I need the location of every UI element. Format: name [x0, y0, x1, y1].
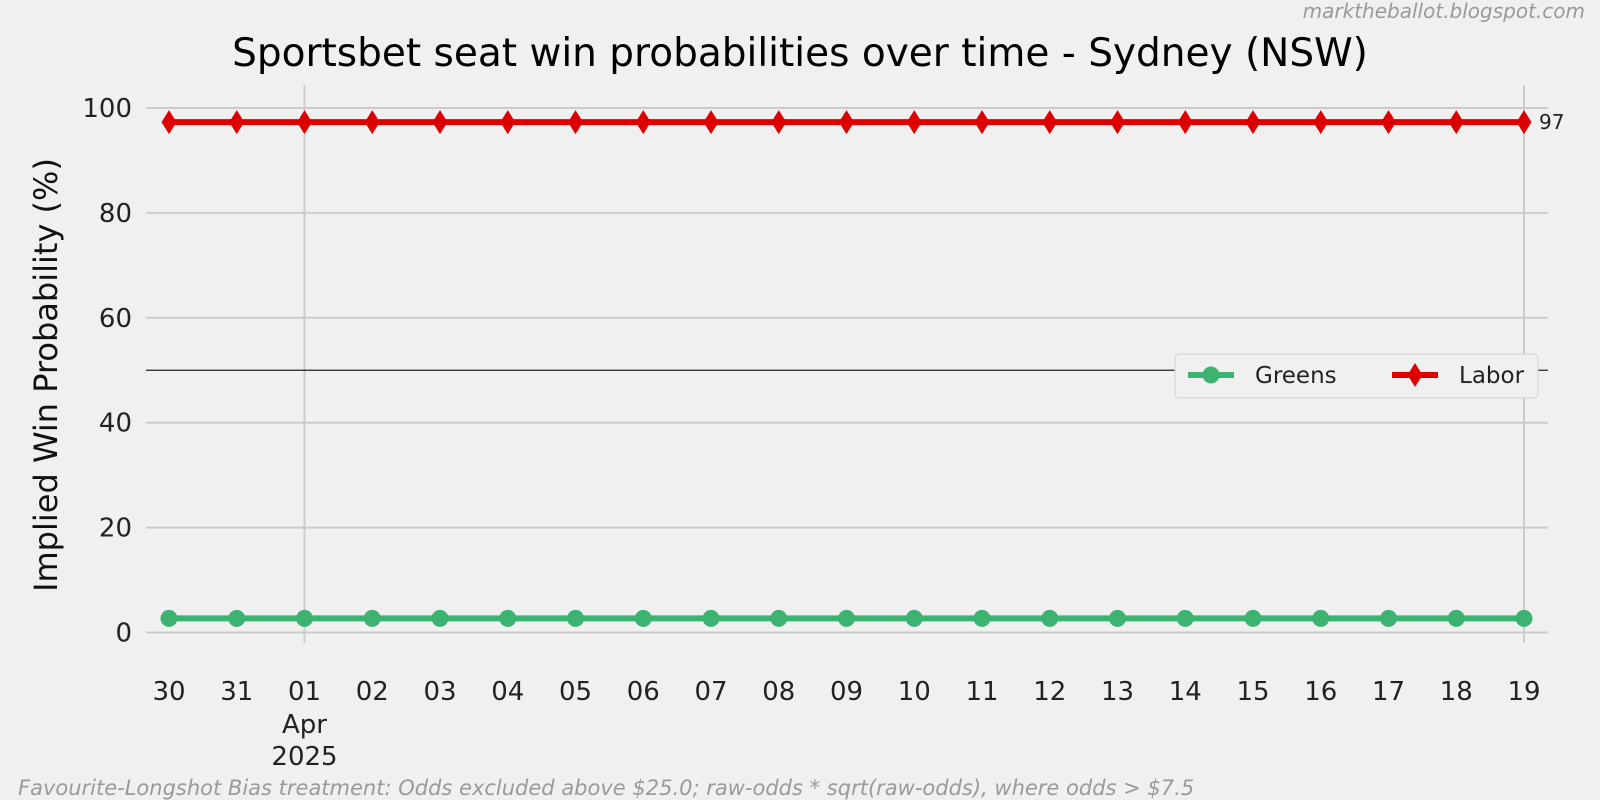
- data-point: [1110, 110, 1125, 135]
- x-axis-ticks: 30 31 01 02 03 04 05 06 07 08 09 10 11 12 13 14 15 16 17 18…: [152, 677, 1540, 772]
- data-point: [634, 609, 652, 627]
- data-point: [703, 110, 719, 135]
- x-tick-label: 08: [762, 677, 795, 707]
- data-point: [906, 110, 922, 135]
- x-tick-label: 12: [1033, 677, 1066, 707]
- data-point: [1515, 609, 1533, 627]
- x-tick-label: 06: [627, 677, 660, 707]
- data-point: [1244, 609, 1262, 627]
- x-tick-label: 04: [491, 677, 524, 707]
- legend-item-greens: Greens: [1188, 363, 1337, 389]
- legend-item-labor: Labor: [1392, 363, 1525, 389]
- y-tick-label: 80: [99, 199, 132, 229]
- data-point: [1042, 110, 1058, 135]
- x-tick-label: 15: [1236, 677, 1269, 707]
- data-point: [229, 110, 245, 135]
- x-tick-label: 10: [898, 677, 931, 707]
- x-tick-label: 03: [423, 677, 456, 707]
- y-axis-ticks: 0 20 40 60 80 100: [82, 94, 132, 649]
- data-point: [1176, 609, 1194, 627]
- legend: Greens Labor: [1174, 353, 1539, 399]
- x-tick-label: 14: [1169, 677, 1202, 707]
- x-tick-label: 17: [1372, 677, 1405, 707]
- data-point: [702, 609, 720, 627]
- y-tick-label: 20: [99, 514, 132, 544]
- x-tick-label: 16: [1304, 677, 1337, 707]
- data-point: [160, 609, 178, 627]
- data-point: [296, 609, 313, 627]
- data-point: [1312, 609, 1330, 627]
- data-point: [567, 609, 584, 627]
- data-point: [838, 609, 855, 627]
- data-point: [974, 110, 990, 135]
- data-point: [161, 110, 177, 135]
- y-tick-label: 100: [82, 94, 132, 124]
- x-tick-sublabel: Apr: [282, 710, 327, 740]
- series: 97: [160, 110, 1564, 627]
- data-point: [500, 110, 516, 135]
- y-tick-label: 40: [99, 409, 132, 439]
- data-point: [1245, 110, 1261, 135]
- data-point: [364, 110, 380, 135]
- legend-label: Greens: [1255, 363, 1337, 389]
- y-tick-label: 0: [115, 619, 132, 649]
- x-tick-label: 13: [1101, 677, 1134, 707]
- watermark: marktheballot.blogspot.com: [1303, 0, 1585, 23]
- data-point: [297, 110, 312, 135]
- y-axis-label: Implied Win Probability (%): [27, 158, 65, 592]
- legend-marker: [1407, 363, 1423, 387]
- data-point: [1448, 110, 1464, 135]
- legend-box: [1174, 353, 1539, 399]
- data-point: [1381, 110, 1396, 135]
- x-tick-label: 18: [1440, 677, 1473, 707]
- end-value-label: 97: [1539, 110, 1564, 134]
- x-tick-label: 01: [288, 677, 321, 707]
- series-labor: 97: [161, 110, 1564, 135]
- x-tick-label: 02: [356, 677, 389, 707]
- data-point: [431, 609, 449, 627]
- data-point: [1516, 110, 1532, 135]
- data-point: [1380, 609, 1397, 627]
- data-point: [635, 110, 651, 135]
- x-tick-label: 31: [220, 677, 253, 707]
- data-point: [1177, 110, 1193, 135]
- x-tick-label: 07: [694, 677, 727, 707]
- data-point: [1313, 110, 1329, 135]
- data-point: [770, 609, 788, 627]
- series-greens: [160, 609, 1533, 627]
- data-point: [973, 609, 991, 627]
- data-point: [1447, 609, 1465, 627]
- data-point: [1041, 609, 1059, 627]
- x-tick-label: 11: [965, 677, 998, 707]
- data-point: [432, 110, 448, 135]
- legend-label: Labor: [1459, 363, 1525, 389]
- x-tick-label: 30: [152, 677, 185, 707]
- x-tick-label: 09: [830, 677, 863, 707]
- grid: [146, 85, 1548, 643]
- data-point: [228, 609, 246, 627]
- data-point: [771, 110, 787, 135]
- data-point: [363, 609, 381, 627]
- x-tick-sublabel: 2025: [271, 742, 337, 772]
- footnote: Favourite-Longshot Bias treatment: Odds …: [18, 776, 1194, 800]
- chart-title: Sportsbet seat win probabilities over ti…: [232, 31, 1368, 76]
- data-point: [499, 609, 517, 627]
- data-point: [1109, 609, 1126, 627]
- legend-marker: [1202, 366, 1220, 384]
- data-point: [568, 110, 583, 135]
- x-tick-label: 05: [559, 677, 592, 707]
- data-point: [839, 110, 854, 135]
- y-tick-label: 60: [99, 304, 132, 334]
- data-point: [905, 609, 923, 627]
- x-tick-label: 19: [1507, 677, 1540, 707]
